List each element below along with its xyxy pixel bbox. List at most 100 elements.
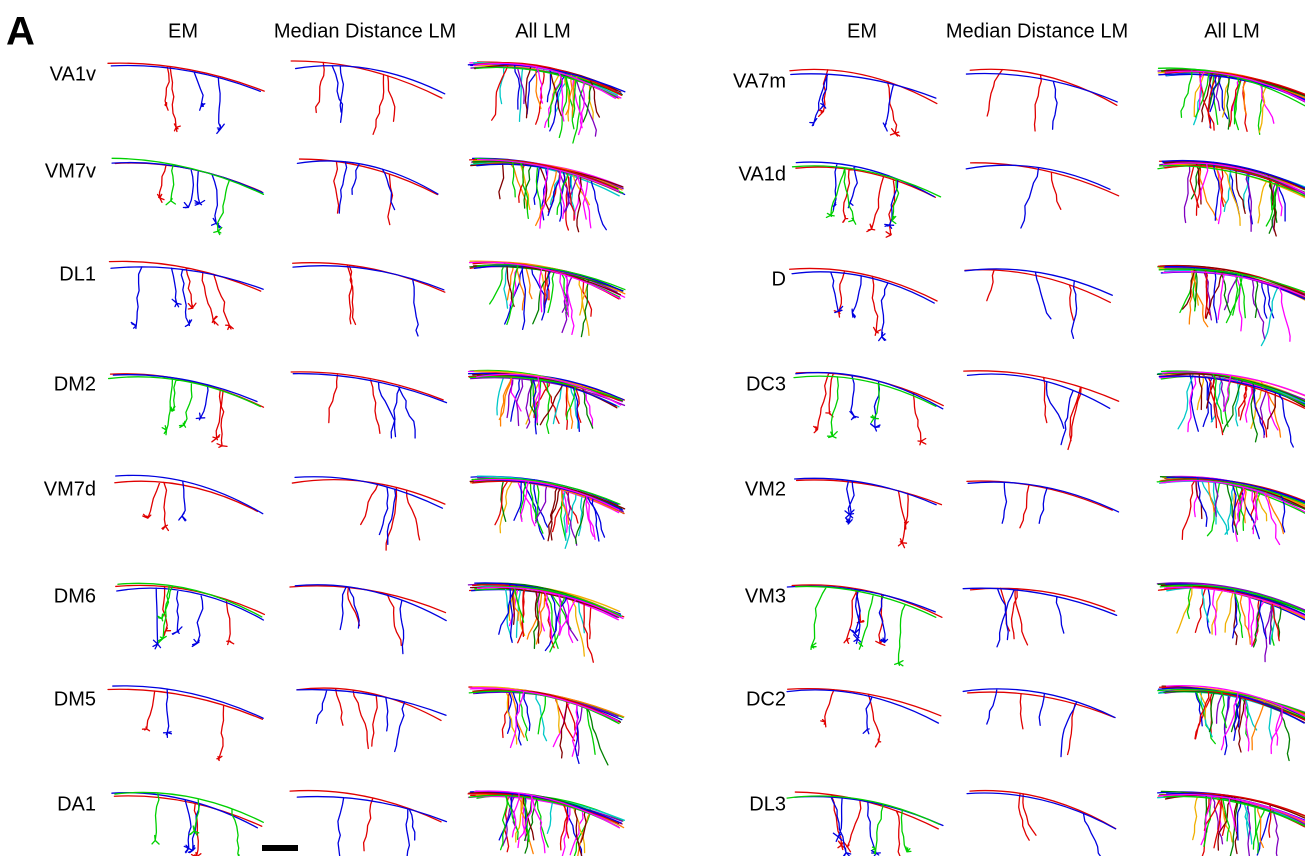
neurite [474,376,617,429]
neurite [793,166,941,224]
row-label: D [772,268,786,290]
neurite [1157,583,1305,662]
row-label: DL3 [749,793,786,815]
row-label: VM7d [44,478,96,500]
all-lm-morphology [470,261,625,336]
neurite [1158,71,1305,132]
median-lm-morphology [290,791,446,856]
em-morphology [795,478,942,547]
neurite [967,374,1109,445]
neurite [1162,164,1305,225]
neurite [1161,587,1305,634]
neurite [116,475,263,520]
neurite [968,692,1114,754]
neurite [1166,795,1305,853]
neurite [117,588,264,649]
neurite [474,691,619,765]
median-lm-morphology [964,371,1119,450]
em-morphology [790,268,937,340]
neurite [477,691,623,754]
neurite [967,793,1115,856]
all-lm-morphology [1158,686,1305,761]
neurite [787,796,939,854]
neurite [115,481,258,530]
neurite [1159,376,1305,447]
neurite [293,374,446,438]
neurite [1158,584,1305,645]
neurite [112,163,263,228]
neurite [963,689,1115,757]
all-lm-morphology [1158,791,1305,856]
all-lm-morphology [469,687,624,765]
neurite [790,268,937,335]
neurite [963,588,1116,647]
row-label: VM7v [45,160,96,182]
em-morphology [787,585,942,666]
all-lm-morphology [468,583,623,662]
median-lm-morphology [291,61,445,134]
neurite [297,161,438,213]
column-header: EM [847,20,877,42]
neurite [478,478,624,545]
all-lm-morphology [1157,583,1305,662]
neurite [109,261,260,329]
column-header: All LM [515,20,571,42]
neurite [787,586,935,643]
neurite [293,266,444,336]
median-lm-morphology [963,588,1116,647]
neurite [473,374,617,425]
em-morphology [793,162,941,237]
em-morphology [794,373,943,445]
median-lm-morphology [967,791,1116,856]
median-lm-morphology [966,163,1118,228]
column-header: EM [168,20,198,42]
neurite [1161,272,1304,318]
neurite [791,74,936,131]
neurite [474,481,622,544]
em-morphology [115,475,263,530]
row-label: VA1v [50,63,96,85]
neurite [477,480,622,541]
neurite [1160,269,1305,327]
em-morphology [787,689,941,747]
median-lm-morphology [963,689,1115,757]
neurite [111,267,263,329]
em-morphology [116,583,265,648]
neurite [473,690,621,741]
all-lm-morphology [1157,476,1305,544]
neurite [966,165,1110,228]
all-lm-morphology [468,791,624,856]
neurite [112,158,263,234]
neurite [970,791,1116,841]
neurite [971,588,1115,645]
all-lm-morphology [469,370,625,433]
neurite [116,585,265,644]
neurite [109,377,261,435]
neurite [796,586,936,665]
neurite [291,372,443,433]
median-lm-morphology [292,477,445,550]
neurite [792,272,934,341]
row-label: DM6 [54,585,96,607]
em-morphology [109,261,263,329]
neurite [475,690,621,758]
neurite [965,269,1112,338]
em-morphology [790,69,937,136]
neurite [295,585,446,654]
column-header: Median Distance LM [274,20,456,42]
neurite [795,797,943,856]
all-lm-morphology [1157,371,1305,447]
neurite [471,587,618,643]
neurite [964,371,1119,450]
neurite [971,163,1119,209]
neurite [788,689,941,747]
neurite [111,66,260,134]
row-label: DC2 [746,688,786,710]
neurite [797,480,942,548]
median-lm-morphology [293,263,445,336]
all-lm-morphology [468,62,624,143]
row-label: VM3 [745,585,786,607]
em-morphology [109,374,264,448]
median-lm-morphology [966,69,1117,131]
neurite [293,263,445,325]
